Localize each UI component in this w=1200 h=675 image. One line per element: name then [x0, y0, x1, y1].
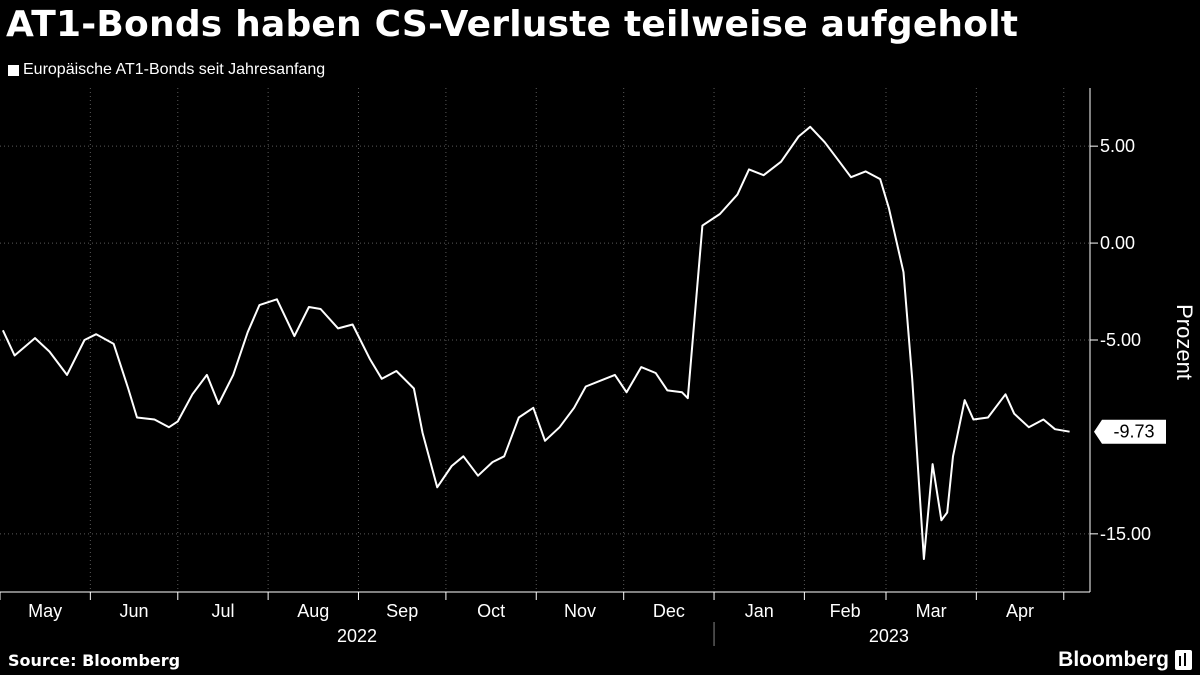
- x-tick-label: Jul: [211, 601, 234, 621]
- bloomberg-logo-icon: [1175, 650, 1192, 670]
- x-tick-label: Feb: [830, 601, 861, 621]
- brand: Bloomberg: [1058, 648, 1192, 672]
- y-tick-label: -15.00: [1100, 524, 1151, 544]
- x-tick-label: Sep: [386, 601, 418, 621]
- x-year-label: 2023: [869, 626, 909, 646]
- source-note: Source: Bloomberg: [8, 651, 181, 670]
- legend-swatch: [8, 64, 19, 76]
- x-tick-label: Aug: [297, 601, 329, 621]
- x-tick-label: Nov: [564, 601, 596, 621]
- series-line: [1, 125, 1070, 560]
- x-tick-label: Dec: [653, 601, 685, 621]
- brand-name: Bloomberg: [1058, 648, 1169, 671]
- x-tick-label: May: [28, 601, 62, 621]
- axes: [0, 88, 1098, 646]
- x-tick-label: Oct: [477, 601, 505, 621]
- y-tick-labels: 5.00 0.00 -5.00 -15.00: [1100, 136, 1151, 544]
- grid-lines: [0, 88, 1090, 592]
- x-tick-label: Apr: [1006, 601, 1034, 621]
- y-tick-label: 0.00: [1100, 233, 1135, 253]
- x-tick-label: Mar: [916, 601, 947, 621]
- x-tick-label: Jun: [120, 601, 149, 621]
- legend: Europäische AT1-Bonds seit Jahresanfang: [8, 61, 325, 79]
- chart-title: AT1-Bonds haben CS-Verluste teilweise au…: [6, 4, 1019, 45]
- y-tick-label: 5.00: [1100, 136, 1135, 156]
- last-value-label: -9.73: [1094, 419, 1166, 444]
- x-year-label: 2022: [337, 626, 377, 646]
- x-tick-labels: May Jun Jul Aug Sep Oct Nov Dec Jan Feb Mar Apr 2022…: [28, 601, 1034, 646]
- last-value-text: -9.73: [1113, 422, 1154, 442]
- x-tick-label: Jan: [745, 601, 774, 621]
- last-value-box: [1094, 419, 1166, 444]
- y-axis-label: Prozent: [1172, 304, 1197, 380]
- y-tick-label: -5.00: [1100, 330, 1141, 350]
- legend-label: Europäische AT1-Bonds seit Jahresanfang: [23, 61, 326, 78]
